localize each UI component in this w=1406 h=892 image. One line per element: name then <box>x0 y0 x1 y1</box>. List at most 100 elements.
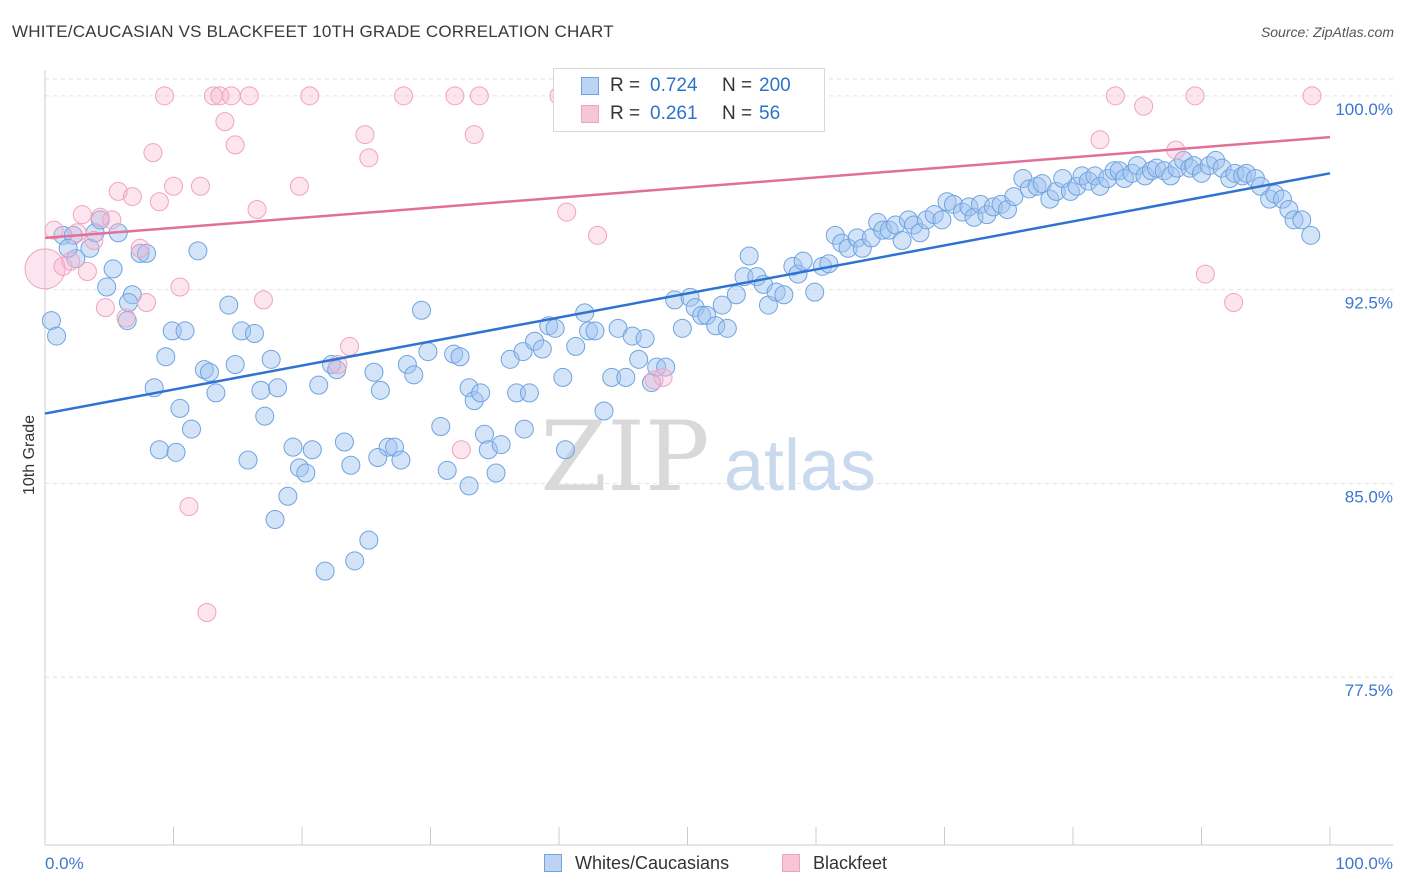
point-whites <box>873 220 893 240</box>
point-blackfeet <box>170 277 190 297</box>
point-whites <box>474 424 494 444</box>
point-whites <box>692 305 712 325</box>
bottom-legend-whites: Whites/Caucasians <box>544 852 764 876</box>
point-whites <box>545 318 565 338</box>
point-whites <box>594 401 614 421</box>
point-blackfeet <box>77 262 97 281</box>
point-blackfeet <box>1195 264 1215 284</box>
point-whites <box>602 367 622 387</box>
point-whites <box>368 448 388 467</box>
point-blackfeet <box>359 148 379 168</box>
point-whites <box>391 450 411 470</box>
point-blackfeet <box>190 176 210 196</box>
point-blackfeet <box>210 86 230 106</box>
point-blackfeet <box>108 181 128 201</box>
point-blackfeet <box>164 176 183 196</box>
point-blackfeet <box>221 86 241 106</box>
point-whites <box>309 375 329 395</box>
point-whites <box>1284 210 1304 230</box>
point-blackfeet <box>239 86 259 106</box>
point-whites <box>119 293 139 312</box>
watermark-zip: ZIP <box>540 401 709 513</box>
point-whites <box>156 347 176 367</box>
point-whites <box>268 378 288 398</box>
point-whites <box>334 432 354 452</box>
point-whites <box>251 380 271 400</box>
point-whites <box>341 455 361 475</box>
point-whites <box>283 437 303 457</box>
point-whites <box>672 318 692 338</box>
point-whites <box>904 215 924 235</box>
bottom-swatch-blackfeet <box>782 854 800 872</box>
point-whites <box>206 383 226 403</box>
point-whites <box>519 383 539 403</box>
point-whites <box>1212 158 1232 178</box>
point-whites <box>1060 181 1080 201</box>
point-blackfeet <box>95 298 115 318</box>
point-blackfeet <box>1090 130 1110 150</box>
point-whites <box>847 228 867 248</box>
point-whites <box>130 243 150 263</box>
y-tick-label: 77.5% <box>1345 681 1393 700</box>
point-whites <box>555 440 575 460</box>
point-blackfeet <box>67 223 87 243</box>
point-whites <box>629 349 649 369</box>
point-blackfeet <box>102 210 122 230</box>
chart-title: WHITE/CAUCASIAN VS BLACKFEET 10TH GRADE … <box>12 22 614 41</box>
bottom-label-whites: Whites/Caucasians <box>575 853 730 873</box>
point-whites <box>289 458 309 478</box>
point-whites <box>685 298 705 318</box>
point-whites <box>437 460 457 480</box>
trend-lines <box>44 135 1331 415</box>
point-whites <box>315 561 335 581</box>
point-whites <box>244 324 264 343</box>
point-whites <box>525 331 545 351</box>
point-whites <box>225 355 245 374</box>
series-whites-points <box>41 150 1321 581</box>
point-whites <box>566 336 586 356</box>
point-whites <box>1040 189 1060 209</box>
point-whites <box>1206 150 1226 170</box>
tick-labels: 77.5% 85.0% 92.5% 100.0% 0.0% 100.0% <box>45 100 1393 873</box>
legend-n-value: 56 <box>759 103 781 124</box>
point-whites <box>359 530 379 550</box>
point-whites <box>103 259 123 279</box>
point-whites <box>739 246 759 266</box>
point-whites <box>879 220 899 240</box>
point-whites <box>404 365 424 385</box>
legend-swatch-blackfeet <box>581 105 599 123</box>
point-whites <box>959 197 979 217</box>
point-blackfeet <box>394 86 414 106</box>
point-whites <box>932 210 952 230</box>
point-blackfeet <box>137 293 157 312</box>
point-whites <box>459 476 479 496</box>
point-whites <box>431 417 451 436</box>
point-whites <box>1078 171 1098 191</box>
point-whites <box>1272 189 1292 209</box>
point-whites <box>1292 210 1312 230</box>
watermark: ZIP atlas <box>540 401 876 513</box>
point-blackfeet <box>44 220 64 240</box>
point-whites <box>175 321 195 341</box>
axes <box>44 70 1393 846</box>
point-blackfeet <box>557 202 577 222</box>
point-whites <box>47 326 67 346</box>
point-blackfeet <box>197 603 217 622</box>
point-blackfeet <box>122 187 142 207</box>
point-whites <box>1004 187 1024 207</box>
point-whites <box>717 318 737 338</box>
point-blackfeet <box>300 86 320 106</box>
point-whites <box>459 378 479 398</box>
point-whites <box>706 316 726 336</box>
bottom-swatch-whites <box>544 854 562 872</box>
point-whites <box>1174 150 1194 170</box>
point-whites <box>585 321 605 341</box>
point-whites <box>642 373 662 393</box>
point-whites <box>1019 179 1039 199</box>
point-blackfeet <box>215 112 235 132</box>
point-whites <box>774 285 794 305</box>
point-whites <box>553 367 573 387</box>
point-whites <box>1067 176 1087 196</box>
legend-row-whites: R = 0.724 N = 200 <box>554 73 824 99</box>
